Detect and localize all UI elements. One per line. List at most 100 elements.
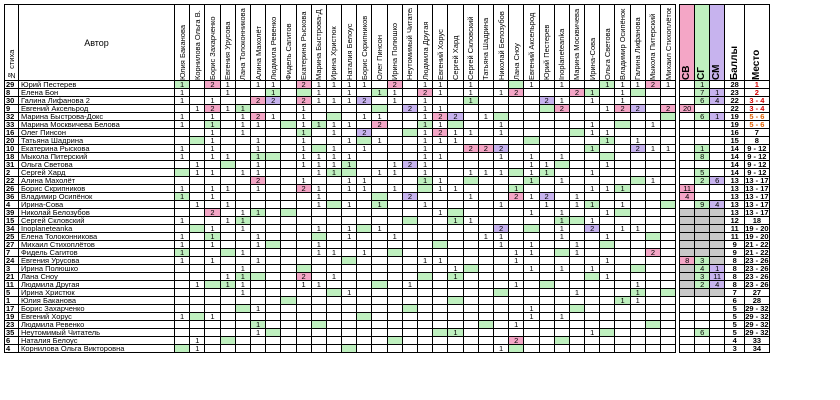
vote-cell — [280, 208, 297, 217]
vote-cell — [356, 192, 373, 201]
vote-cell: 1 — [341, 120, 358, 129]
vote-cell — [189, 176, 206, 185]
vote-cell — [629, 128, 646, 137]
vote-cell — [341, 304, 358, 313]
category-cell — [679, 168, 696, 177]
category-cell: 2 — [694, 280, 711, 289]
vote-cell — [462, 256, 479, 265]
vote-cell — [310, 312, 327, 321]
vote-cell — [508, 104, 525, 113]
vote-cell: 2 — [659, 104, 677, 113]
vote-cell: 1 — [310, 80, 327, 89]
voter-header: Людмила Ревенко — [265, 4, 282, 81]
vote-cell — [538, 152, 555, 161]
vote-cell — [614, 232, 631, 241]
category-cell: 9 — [694, 200, 711, 209]
vote-cell: 1 — [416, 152, 434, 161]
vote-cell — [173, 136, 191, 145]
vote-cell — [295, 224, 312, 233]
poem-number: 17 — [4, 304, 19, 313]
category-cell: 1 — [694, 80, 711, 89]
vote-cell — [568, 312, 586, 321]
vote-cell — [447, 152, 464, 161]
vote-cell — [416, 288, 434, 297]
vote-cell: 1 — [644, 144, 662, 153]
vote-cell — [538, 336, 555, 345]
vote-cell — [295, 336, 312, 345]
vote-cell — [508, 112, 525, 121]
vote-cell — [204, 280, 221, 289]
vote-cell — [508, 160, 525, 169]
voter-header: Inoplaneteanka — [553, 4, 570, 81]
vote-cell — [492, 112, 510, 121]
poem-number: 20 — [4, 136, 19, 145]
category-cell — [709, 152, 726, 161]
vote-cell: 1 — [249, 208, 267, 217]
vote-cell: 1 — [447, 128, 464, 137]
vote-cell: 1 — [462, 216, 479, 225]
vote-cell — [371, 312, 388, 321]
vote-cell — [432, 344, 449, 353]
category-cell — [679, 80, 696, 89]
vote-cell — [325, 216, 343, 225]
vote-cell: 1 — [219, 80, 236, 89]
category-cell — [709, 296, 726, 305]
voter-name: Людмила Другая — [420, 21, 430, 80]
table-row: 18 Мыкола Питерский 1 1 1 1 1 1 1 1 1 1 1 1 1 8 14 9 - 12 — [4, 152, 770, 161]
vote-cell — [462, 224, 479, 233]
category-cell — [709, 328, 726, 337]
voter-name: Ирина Христюк — [329, 26, 339, 80]
vote-cell — [614, 328, 631, 337]
vote-cell — [614, 208, 631, 217]
vote-cell — [265, 216, 282, 225]
place-cell: 9 - 12 — [744, 168, 770, 177]
vote-cell — [599, 280, 616, 289]
vote-cell — [508, 216, 525, 225]
vote-cell — [432, 144, 449, 153]
vote-cell — [538, 264, 555, 273]
vote-cell: 1 — [599, 160, 616, 169]
vote-cell: 1 — [416, 176, 434, 185]
category-label: СГ — [696, 67, 708, 80]
vote-cell: 1 — [553, 176, 570, 185]
vote-cell — [462, 248, 479, 257]
vote-cell: 2 — [356, 96, 373, 105]
vote-cell — [401, 144, 419, 153]
vote-cell — [280, 288, 297, 297]
voter-header: Людмила Другая — [416, 4, 434, 81]
vote-cell — [280, 88, 297, 97]
voter-header: Сергей Скловский — [462, 4, 479, 81]
score-cell: 7 — [724, 288, 746, 297]
vote-cell — [416, 224, 434, 233]
vote-cell — [234, 336, 251, 345]
vote-cell — [204, 336, 221, 345]
voter-name: Сергей Скловский — [466, 16, 476, 80]
author-name: Inoplaneteanka — [18, 224, 175, 233]
vote-cell — [189, 224, 206, 233]
vote-cell: 1 — [492, 128, 510, 137]
vote-cell: 1 — [249, 160, 267, 169]
vote-cell — [538, 104, 555, 113]
vote-cell — [568, 208, 586, 217]
voter-name: Борис Захарченко — [207, 16, 217, 80]
vote-cell — [204, 288, 221, 297]
voter-name: Татьяна Шадрина — [481, 17, 491, 80]
vote-cell: 1 — [173, 312, 191, 321]
vote-cell: 1 — [568, 248, 586, 257]
vote-cell — [447, 232, 464, 241]
score-cell: 13 — [724, 200, 746, 209]
vote-cell — [401, 120, 419, 129]
vote-cell — [356, 296, 373, 305]
vote-cell — [432, 296, 449, 305]
place-cell: 23 - 26 — [744, 272, 770, 281]
vote-cell: 1 — [356, 184, 373, 193]
vote-cell — [401, 304, 419, 313]
vote-cell — [568, 136, 586, 145]
vote-cell — [538, 88, 555, 97]
vote-cell — [523, 336, 540, 345]
vote-cell — [173, 296, 191, 305]
vote-cell — [432, 232, 449, 241]
category-cell — [709, 168, 726, 177]
vote-cell: 1 — [325, 120, 343, 129]
vote-cell: 1 — [523, 208, 540, 217]
